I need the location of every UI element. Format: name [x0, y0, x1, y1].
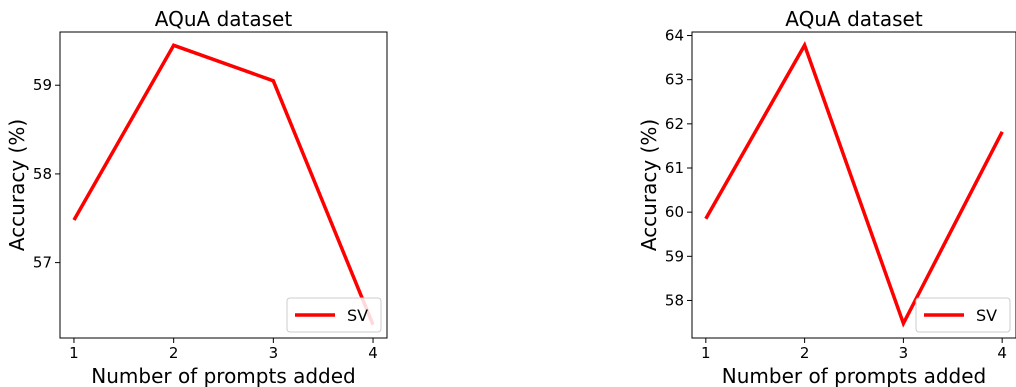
- y-axis-label: Accuracy (%): [637, 119, 661, 251]
- x-axis-label: Number of prompts added: [91, 364, 356, 387]
- x-tick-label: 4: [368, 344, 378, 362]
- plot-area-frame: [691, 31, 1016, 339]
- x-tick-label: 1: [69, 344, 79, 362]
- plot-area-frame: [59, 31, 388, 339]
- x-tick-label: 3: [269, 344, 279, 362]
- y-tick-label: 60: [665, 203, 684, 221]
- legend-entry-label: SV: [347, 306, 368, 325]
- y-tick-label: 62: [665, 115, 684, 133]
- x-tick-label: 3: [899, 344, 909, 362]
- y-tick-label: 58: [665, 291, 684, 309]
- series-line-SV: [72, 43, 375, 326]
- y-tick-label: 59: [665, 247, 684, 265]
- y-tick-label: 63: [665, 71, 684, 89]
- x-axis-label: Number of prompts added: [722, 364, 987, 387]
- y-tick-label: 64: [665, 27, 684, 45]
- y-tick-label: 61: [665, 159, 684, 177]
- y-tick-label: 59: [33, 76, 52, 94]
- legend-entry-label: SV: [976, 306, 997, 325]
- y-tick-label: 57: [33, 254, 52, 272]
- chart-title: AQuA dataset: [785, 7, 923, 31]
- chart-title: AQuA dataset: [155, 7, 293, 31]
- y-tick-label: 58: [33, 165, 52, 183]
- x-tick-label: 2: [169, 344, 179, 362]
- chart-panel-2: AQuA dataset 1 2 3 4 58 59 60 61 62 63 64 Number of …: [637, 7, 1016, 387]
- legend: SV: [286, 297, 382, 333]
- x-tick-label: 1: [701, 344, 711, 362]
- x-tick-label: 2: [800, 344, 810, 362]
- y-axis-label: Accuracy (%): [5, 119, 29, 251]
- legend: SV: [915, 297, 1011, 333]
- x-tick-label: 4: [997, 344, 1007, 362]
- chart-panel-1: AQuA dataset 1 2 3 4 57 58 59 Number of prompts …: [5, 7, 388, 387]
- series-line-SV: [704, 41, 1004, 328]
